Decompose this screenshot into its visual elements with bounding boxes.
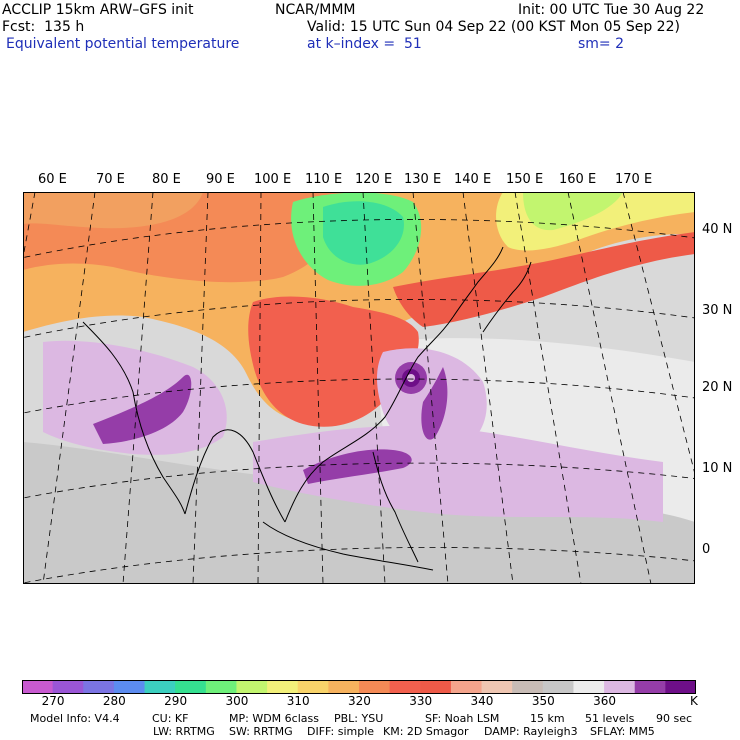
colorbar-swatch [665, 680, 696, 694]
meridian-170e [622, 192, 695, 476]
maritime-continent-coast [262, 521, 434, 571]
map-frame [23, 192, 695, 584]
colorbar-tick-label: 360 [593, 694, 616, 708]
colorbar-swatch [236, 680, 268, 694]
colorbar-swatch [175, 680, 207, 694]
colorbar-swatch [542, 680, 574, 694]
colorbar-swatch [297, 680, 329, 694]
colorbar-tick-label: 350 [531, 694, 555, 708]
model-title: ACCLIP 15km ARW–GFS init [2, 2, 194, 18]
colorbar-swatch [359, 680, 391, 694]
info-pbl: PBL: YSU [334, 712, 384, 725]
jet-band [393, 232, 695, 327]
info-model: Model Info: V4.4 [30, 712, 120, 725]
colorbar [22, 680, 696, 694]
lon-label-150e: 150 E [506, 172, 544, 187]
theta-e-map [23, 192, 695, 584]
indochina-china-coast [284, 316, 454, 523]
colorbar-swatch [205, 680, 237, 694]
south-china-sea-band [303, 449, 412, 484]
info-sflay: SFLAY: MM5 [590, 725, 655, 738]
japan-coast [482, 261, 532, 333]
info-cu: CU: KF [152, 712, 189, 725]
lat-label-40n: 40 N [702, 222, 733, 237]
colorbar-swatch [267, 680, 299, 694]
forecast-hour: Fcst: 135 h [2, 19, 85, 35]
graticule [23, 192, 695, 584]
lat-label-10n: 10 N [702, 461, 733, 476]
colorbar-tick-label: 280 [102, 694, 126, 708]
bay-of-bengal-coast [184, 429, 286, 523]
colorbar-swatch [113, 680, 146, 694]
colorbar-swatch [144, 680, 176, 694]
info-diff: DIFF: simple [307, 725, 375, 738]
colorbar-swatch [634, 680, 666, 694]
colorbar-tick-label: 270 [41, 694, 65, 708]
valid-time: Valid: 15 UTC Sun 04 Sep 22 (00 KST Mon … [307, 19, 680, 35]
pacific-moist-band [253, 425, 663, 522]
colorbar-frame [22, 680, 696, 694]
colorbar-swatch [83, 680, 115, 694]
lon-label-120e: 120 E [355, 172, 393, 187]
lon-label-60e: 60 E [38, 172, 67, 187]
lat-label-0: 0 [702, 542, 711, 557]
lon-label-100e: 100 E [254, 172, 292, 187]
lon-label-140e: 140 E [454, 172, 492, 187]
colorbar-swatch [573, 680, 605, 694]
lon-label-80e: 80 E [152, 172, 181, 187]
colorbar-tick-label: 320 [348, 694, 371, 708]
india-coast [82, 321, 186, 515]
lon-label-110e: 110 E [305, 172, 343, 187]
lat-label-30n: 30 N [702, 303, 733, 318]
field-name: Equivalent potential temperature [6, 36, 240, 52]
colorbar-swatch [420, 680, 452, 694]
colorbar-tick-label: 310 [286, 694, 310, 708]
smoothing-label: sm= 2 [578, 36, 625, 52]
lon-label-130e: 130 E [404, 172, 442, 187]
init-time: Init: 00 UTC Tue 30 Aug 22 [518, 2, 705, 18]
korea-coast [452, 246, 504, 318]
southern-gray-field [23, 442, 695, 584]
colorbar-swatch [389, 680, 421, 694]
lon-label-160e: 160 E [559, 172, 597, 187]
colorbar-swatch [328, 680, 360, 694]
colorbar-tick-label: 300 [225, 694, 249, 708]
info-mp: MP: WDM 6class [229, 712, 319, 725]
colorbar-unit: K [690, 694, 698, 708]
northeast-green [523, 192, 623, 231]
org-label: NCAR/MMM [275, 2, 356, 18]
colorbar-tick-label: 290 [164, 694, 188, 708]
info-km: KM: 2D Smagor [383, 725, 469, 738]
typhoon-eye [407, 374, 415, 382]
lon-label-170e: 170 E [615, 172, 653, 187]
meridian-150e [514, 192, 582, 584]
lat-label-20n: 20 N [702, 380, 733, 395]
colorbar-swatch [450, 680, 483, 694]
typhoon-rainband [421, 367, 448, 440]
info-resolution: 15 km [530, 712, 565, 725]
dry-air-core [323, 201, 404, 265]
colorbar-swatch [481, 680, 513, 694]
info-levels: 51 levels [585, 712, 635, 725]
colorbar-swatch [52, 680, 84, 694]
colorbar-tick-label: 330 [409, 694, 433, 708]
level-label: at k–index = 51 [307, 36, 422, 52]
info-lw: LW: RRTMG [153, 725, 215, 738]
indian-moist-region [43, 340, 227, 455]
colorbar-swatch [512, 680, 544, 694]
northwest-band [23, 192, 203, 229]
south-china-core [248, 296, 419, 427]
info-timestep: 90 sec [656, 712, 693, 725]
info-damp: DAMP: Rayleigh3 [484, 725, 578, 738]
lon-label-70e: 70 E [96, 172, 125, 187]
info-sf: SF: Noah LSM [425, 712, 500, 725]
info-sw: SW: RRTMG [229, 725, 293, 738]
colorbar-tick-label: 340 [470, 694, 494, 708]
lon-label-90e: 90 E [206, 172, 235, 187]
colorbar-swatch [604, 680, 636, 694]
meridian-160e [567, 192, 652, 584]
colorbar-swatch [22, 680, 54, 694]
